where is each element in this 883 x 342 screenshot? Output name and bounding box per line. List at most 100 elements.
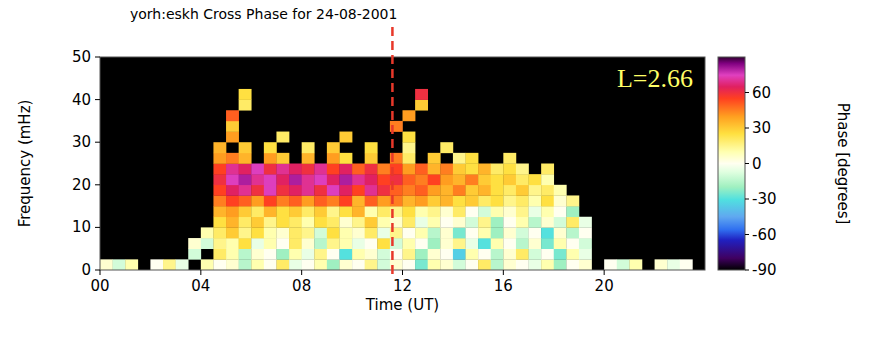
colorbar-tick-label: -90 — [752, 261, 777, 279]
cell — [302, 259, 315, 270]
cell — [352, 206, 365, 217]
cell — [503, 195, 516, 206]
colorbar-tick — [745, 234, 749, 235]
x-tick-label: 04 — [191, 277, 210, 295]
cell — [339, 174, 352, 185]
cell — [276, 227, 289, 238]
cell — [327, 217, 340, 228]
cell — [466, 195, 479, 206]
y-tick-label: 0 — [81, 261, 91, 279]
cell — [314, 238, 327, 249]
cell — [478, 185, 491, 196]
cell — [403, 259, 416, 270]
cell — [226, 110, 239, 121]
cell — [440, 174, 453, 185]
cell — [314, 206, 327, 217]
cell — [428, 195, 441, 206]
cell — [491, 206, 504, 217]
cell — [289, 227, 302, 238]
cell — [239, 153, 252, 164]
cell — [516, 206, 529, 217]
cell — [314, 227, 327, 238]
cell — [440, 206, 453, 217]
cell — [403, 249, 416, 260]
cell — [339, 227, 352, 238]
cell — [150, 259, 163, 270]
cell — [529, 227, 542, 238]
x-tick — [503, 270, 504, 275]
cell — [213, 142, 226, 153]
x-tick-label: 08 — [292, 277, 311, 295]
cell — [579, 238, 592, 249]
cell — [213, 195, 226, 206]
colorbar-tick-label: 30 — [752, 119, 771, 137]
cell — [516, 217, 529, 228]
cell — [264, 195, 277, 206]
y-tick-label: 10 — [72, 218, 91, 236]
cell — [226, 217, 239, 228]
y-axis-title: Frequency (mHz) — [16, 100, 34, 228]
cell — [251, 249, 264, 260]
cell — [213, 259, 226, 270]
cell — [478, 227, 491, 238]
cell — [516, 174, 529, 185]
cell — [302, 164, 315, 175]
colorbar-tick-label: -60 — [752, 226, 777, 244]
cell — [403, 217, 416, 228]
cell — [478, 164, 491, 175]
cell — [415, 100, 428, 111]
cell — [541, 164, 554, 175]
cell — [491, 227, 504, 238]
cell — [264, 227, 277, 238]
cell — [365, 206, 378, 217]
cell — [276, 206, 289, 217]
cell — [440, 142, 453, 153]
cell — [428, 227, 441, 238]
cell — [239, 142, 252, 153]
cell — [251, 217, 264, 228]
cell — [453, 185, 466, 196]
cell — [466, 153, 479, 164]
cell — [339, 217, 352, 228]
cell — [541, 174, 554, 185]
x-tick-label: 00 — [90, 277, 109, 295]
cell — [201, 238, 214, 249]
cell — [478, 249, 491, 260]
cell — [327, 249, 340, 260]
cell — [566, 227, 579, 238]
cell — [453, 249, 466, 260]
cell — [302, 153, 315, 164]
annotation: L=2.66 — [617, 64, 693, 93]
cell — [491, 238, 504, 249]
cell — [264, 153, 277, 164]
cell — [276, 217, 289, 228]
cell — [541, 259, 554, 270]
cell — [327, 185, 340, 196]
cell — [327, 164, 340, 175]
cell — [365, 249, 378, 260]
cell — [377, 249, 390, 260]
cell — [239, 206, 252, 217]
x-tick — [402, 270, 403, 275]
colorbar — [718, 57, 745, 270]
cell — [579, 259, 592, 270]
cell — [365, 195, 378, 206]
cell — [428, 164, 441, 175]
cell — [327, 227, 340, 238]
cell — [554, 238, 567, 249]
cell — [604, 259, 617, 270]
colorbar-tick-label: 0 — [752, 155, 762, 173]
cell — [478, 259, 491, 270]
cell — [339, 185, 352, 196]
cell — [428, 249, 441, 260]
cell — [339, 153, 352, 164]
cell — [276, 249, 289, 260]
cell — [226, 132, 239, 143]
x-tick — [100, 270, 101, 275]
cell — [264, 164, 277, 175]
cell — [503, 227, 516, 238]
cell — [289, 206, 302, 217]
cell — [339, 164, 352, 175]
cell — [453, 153, 466, 164]
cell — [226, 164, 239, 175]
